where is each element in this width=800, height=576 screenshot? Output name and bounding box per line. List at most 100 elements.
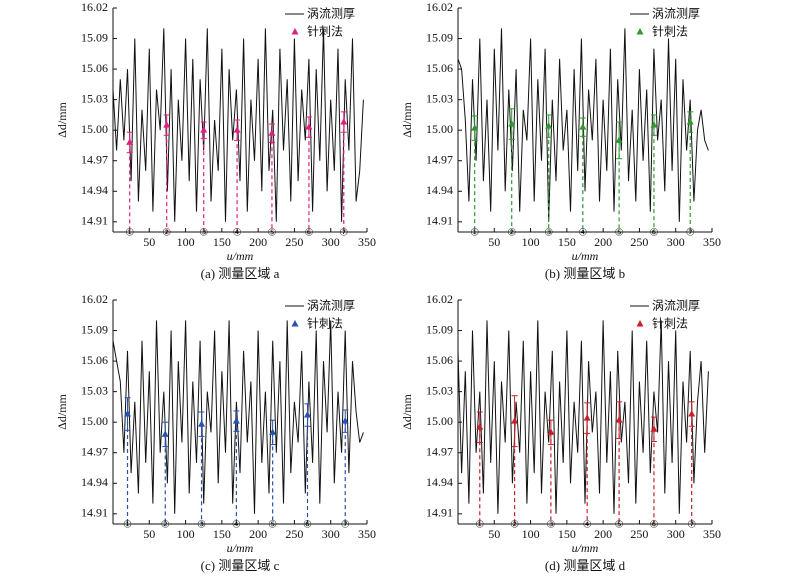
thickness-line (112, 320, 364, 514)
x-tick-label: 50 (488, 235, 500, 249)
x-tick-label: 100 (522, 235, 540, 249)
y-tick-label: 14.91 (426, 506, 453, 520)
x-tick-label: 300 (667, 235, 685, 249)
needle-point (163, 121, 171, 128)
needle-point (686, 118, 694, 125)
needle-point (124, 410, 132, 417)
y-axis-label: Δd/mm (400, 393, 414, 429)
panel: 14.91 14.94 14.97 15.00 15.03 15.06 15.09 16.02… (400, 0, 721, 281)
x-tick-label: 300 (322, 527, 340, 541)
x-tick-label: 100 (522, 527, 540, 541)
legend-label: 涡流测厚 (307, 7, 355, 21)
point-label: ⑤ (267, 227, 276, 238)
point-label: ① (123, 519, 132, 530)
x-tick-label: 200 (594, 527, 612, 541)
legend-marker (291, 28, 299, 35)
point-label: ② (507, 227, 516, 238)
legend-label: 涡流测厚 (652, 7, 700, 21)
y-axis-label: Δd/mm (55, 101, 69, 137)
thickness-line (112, 28, 364, 222)
point-label: ③ (199, 227, 208, 238)
point-label: ⑤ (268, 519, 277, 530)
needle-point (161, 430, 169, 437)
needle-point (476, 423, 484, 430)
legend-label: 涡流测厚 (307, 299, 355, 313)
needle-point (583, 414, 591, 421)
y-tick-label: 15.03 (81, 383, 108, 397)
point-label: ③ (197, 519, 206, 530)
caption: (a) 测量区域 a (201, 266, 280, 281)
legend-marker (636, 320, 644, 327)
point-label: ② (161, 519, 170, 530)
x-tick-label: 300 (322, 235, 340, 249)
point-label: ⑥ (649, 519, 658, 530)
needle-point (579, 123, 587, 130)
point-label: ① (470, 227, 479, 238)
panel: 14.91 14.94 14.97 15.00 15.03 15.06 15.09 16.02… (400, 292, 721, 573)
x-tick-label: 200 (249, 527, 267, 541)
needle-point (508, 120, 516, 127)
x-tick-label: 50 (488, 527, 500, 541)
needle-point (303, 411, 311, 418)
x-tick-label: 200 (594, 235, 612, 249)
needle-point (126, 138, 134, 145)
y-tick-label: 15.09 (81, 30, 108, 44)
needle-point (233, 126, 241, 133)
needle-point (545, 122, 553, 129)
needle-point (305, 123, 313, 130)
point-label: ⑦ (341, 519, 350, 530)
x-tick-label: 50 (143, 527, 155, 541)
y-tick-label: 15.09 (426, 30, 453, 44)
needle-point (268, 129, 276, 136)
y-tick-label: 15.00 (426, 122, 453, 136)
needle-point (341, 417, 349, 424)
y-tick-label: 15.09 (426, 322, 453, 336)
point-label: ② (162, 227, 171, 238)
x-tick-label: 350 (703, 527, 721, 541)
y-tick-label: 16.02 (426, 292, 453, 306)
x-tick-label: 100 (177, 235, 195, 249)
needle-point (615, 136, 623, 143)
x-tick-label: 350 (358, 235, 376, 249)
needle-point (650, 121, 658, 128)
needle-point (615, 416, 623, 423)
x-tick-label: 250 (630, 527, 648, 541)
x-tick-label: 250 (285, 235, 303, 249)
point-label: ④ (583, 519, 592, 530)
point-label: ① (475, 519, 484, 530)
x-axis-label: u/mm (572, 249, 599, 263)
x-tick-label: 250 (285, 527, 303, 541)
x-tick-label: 50 (143, 235, 155, 249)
needle-point (198, 420, 206, 427)
legend-label: 涡流测厚 (652, 299, 700, 313)
x-tick-label: 350 (703, 235, 721, 249)
y-tick-label: 16.02 (426, 0, 453, 14)
y-tick-label: 15.03 (426, 91, 453, 105)
legend-label: 针刺法 (652, 24, 688, 39)
legend-label: 针刺法 (652, 316, 688, 331)
x-tick-label: 250 (630, 235, 648, 249)
x-tick-label: 100 (177, 527, 195, 541)
y-tick-label: 14.97 (426, 444, 453, 458)
needle-point (340, 118, 348, 125)
needle-point (232, 417, 240, 424)
y-tick-label: 14.94 (81, 475, 108, 489)
point-label: ⑦ (687, 519, 696, 530)
caption: (c) 测量区域 c (201, 558, 280, 573)
point-label: ④ (233, 227, 242, 238)
needle-point (547, 428, 555, 435)
point-label: ⑤ (615, 227, 624, 238)
y-tick-label: 16.02 (81, 292, 108, 306)
panel: 14.91 14.94 14.97 15.00 15.03 15.06 15.09 16.02… (55, 292, 376, 573)
y-axis-label: Δd/mm (55, 393, 69, 429)
y-tick-label: 15.06 (426, 353, 453, 367)
y-tick-label: 14.94 (426, 183, 453, 197)
y-tick-label: 14.94 (426, 475, 453, 489)
y-tick-label: 14.94 (81, 183, 108, 197)
y-tick-label: 15.03 (426, 383, 453, 397)
point-label: ① (125, 227, 134, 238)
x-tick-label: 150 (558, 235, 576, 249)
x-tick-label: 150 (558, 527, 576, 541)
y-tick-label: 15.06 (81, 353, 108, 367)
